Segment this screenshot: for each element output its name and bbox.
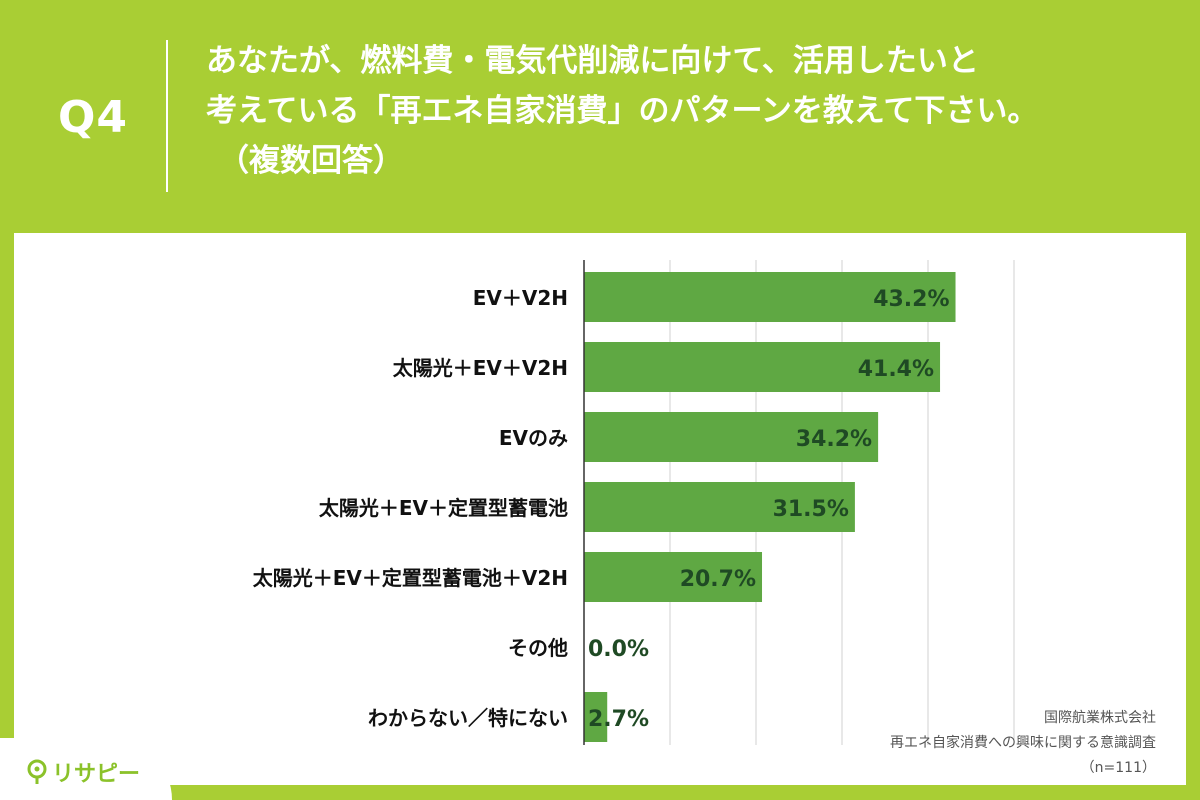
bar — [584, 342, 941, 392]
source-sample: （n=111） — [1080, 760, 1156, 776]
value-label: 31.5% — [773, 497, 849, 522]
value-label: 34.2% — [796, 427, 872, 452]
value-label: 20.7% — [680, 567, 756, 592]
category-label: わからない／特にない — [368, 706, 568, 730]
source-company: 国際航業株式会社 — [1044, 710, 1156, 726]
value-label: 2.7% — [588, 707, 649, 732]
bar — [584, 692, 608, 742]
header: Q4 あなたが、燃料費・電気代削減に向けて、活用したいと 考えている「再エネ自家… — [0, 0, 1200, 232]
source-note: 国際航業株式会社 再エネ自家消費への興味に関する意識調査 （n=111） — [890, 706, 1156, 781]
header-divider — [166, 40, 168, 192]
question-number: Q4 — [58, 92, 129, 143]
bar — [584, 552, 763, 602]
brand-logo: リサピー — [26, 756, 140, 788]
category-label: 太陽光＋EV＋V2H — [393, 356, 568, 380]
bar — [584, 272, 956, 322]
value-label: 0.0% — [588, 637, 649, 662]
logo-tab: リサピー — [0, 738, 172, 800]
category-label: 太陽光＋EV＋定置型蓄電池＋V2H — [253, 566, 568, 590]
title-line-1: あなたが、燃料費・電気代削減に向けて、活用したいと — [206, 43, 979, 79]
title-line-3: （複数回答） — [218, 143, 404, 179]
title-line-2: 考えている「再エネ自家消費」のパターンを教えて下さい。 — [206, 93, 1039, 129]
logo-text: リサピー — [52, 762, 141, 787]
category-label: その他 — [508, 636, 568, 660]
category-label: 太陽光＋EV＋定置型蓄電池 — [319, 496, 568, 520]
bar-chart: EV＋V2H 43.2% 太陽光＋EV＋V2H 41.4% EVのみ 34.2% 太陽光＋E… — [253, 260, 1015, 745]
bar — [584, 482, 855, 532]
category-label: EVのみ — [499, 426, 568, 450]
pin-icon — [27, 759, 47, 784]
source-survey: 再エネ自家消費への興味に関する意識調査 — [890, 735, 1156, 751]
chart-panel: EV＋V2H 43.2% 太陽光＋EV＋V2H 41.4% EVのみ 34.2% 太陽光＋E… — [14, 233, 1186, 785]
bar — [584, 412, 879, 462]
category-label: EV＋V2H — [473, 286, 568, 310]
value-label: 43.2% — [873, 287, 949, 312]
value-label: 41.4% — [858, 357, 934, 382]
question-title: あなたが、燃料費・電気代削減に向けて、活用したいと 考えている「再エネ自家消費」… — [206, 36, 1166, 186]
